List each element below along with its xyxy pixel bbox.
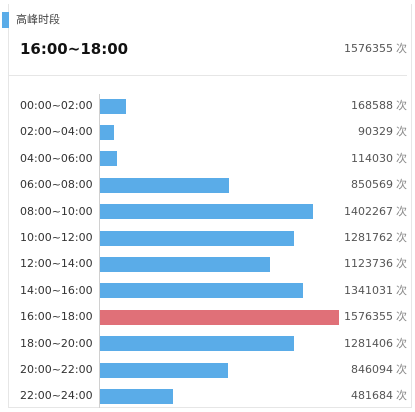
bar (100, 362, 229, 378)
value-unit: 次 (396, 178, 407, 192)
bar (100, 388, 174, 404)
category-label: 20:00~22:00 (20, 363, 93, 376)
value-unit: 次 (396, 204, 407, 218)
value-number: 481684 (351, 389, 393, 403)
bar (100, 204, 313, 220)
value-number: 1281762 (344, 231, 393, 244)
peak-count-unit: 次 (396, 42, 407, 55)
bar (100, 151, 118, 167)
value-unit: 次 (396, 283, 407, 297)
value-unit: 次 (396, 99, 407, 112)
value-number: 1281406 (344, 336, 393, 350)
category-label: 22:00~24:00 (20, 389, 93, 403)
category-label: 18:00~20:00 (20, 336, 93, 350)
value-number: 1341031 (344, 283, 393, 297)
value-unit: 次 (396, 125, 407, 139)
bar (100, 336, 295, 352)
value-label: 1123736 次 (344, 254, 407, 274)
value-number: 1576355 (344, 310, 393, 324)
value-label: 168588 次 (351, 96, 407, 116)
bar (100, 98, 126, 114)
value-unit: 次 (396, 151, 407, 165)
value-label: 90329 次 (358, 122, 407, 142)
value-number: 1402267 (344, 204, 393, 218)
peak-count-value: 1576355 (344, 42, 393, 55)
bar-highlight (100, 309, 339, 325)
value-number: 168588 (351, 99, 393, 112)
value-label: 846094 次 (351, 360, 407, 380)
peak-count: 1576355 次 (344, 40, 407, 58)
value-number: 846094 (351, 363, 393, 376)
value-unit: 次 (396, 257, 407, 271)
bar (100, 256, 271, 272)
category-label: 02:00~04:00 (20, 125, 93, 139)
bar (100, 177, 229, 193)
bar (100, 283, 304, 299)
bar (100, 124, 114, 140)
category-label: 10:00~12:00 (20, 231, 93, 244)
value-label: 1281762 次 (344, 228, 407, 248)
peak-time-range: 16:00~18:00 (20, 40, 129, 58)
peak-hours-panel (8, 4, 412, 408)
value-label: 1281406 次 (344, 334, 407, 354)
value-label: 114030 次 (351, 149, 407, 169)
value-label: 1341031 次 (344, 281, 407, 301)
value-unit: 次 (396, 310, 407, 324)
value-label: 850569 次 (351, 175, 407, 195)
category-label: 16:00~18:00 (20, 310, 93, 324)
section-accent-bar (2, 12, 9, 28)
category-label: 14:00~16:00 (20, 283, 93, 297)
header-divider (8, 75, 407, 76)
value-number: 114030 (351, 151, 393, 165)
value-unit: 次 (396, 389, 407, 403)
value-number: 90329 (358, 125, 393, 139)
value-number: 850569 (351, 178, 393, 192)
value-label: 1576355 次 (344, 307, 407, 327)
category-label: 12:00~14:00 (20, 257, 93, 271)
section-title: 高峰时段 (16, 13, 60, 26)
value-unit: 次 (396, 336, 407, 350)
value-number: 1123736 (344, 257, 393, 271)
chart-axis-line (99, 94, 100, 408)
value-label: 481684 次 (351, 386, 407, 406)
value-unit: 次 (396, 231, 407, 244)
category-label: 04:00~06:00 (20, 151, 93, 165)
category-label: 06:00~08:00 (20, 178, 93, 192)
value-label: 1402267 次 (344, 202, 407, 222)
value-unit: 次 (396, 363, 407, 376)
category-label: 00:00~02:00 (20, 99, 93, 112)
bar (100, 230, 295, 246)
category-label: 08:00~10:00 (20, 204, 93, 218)
